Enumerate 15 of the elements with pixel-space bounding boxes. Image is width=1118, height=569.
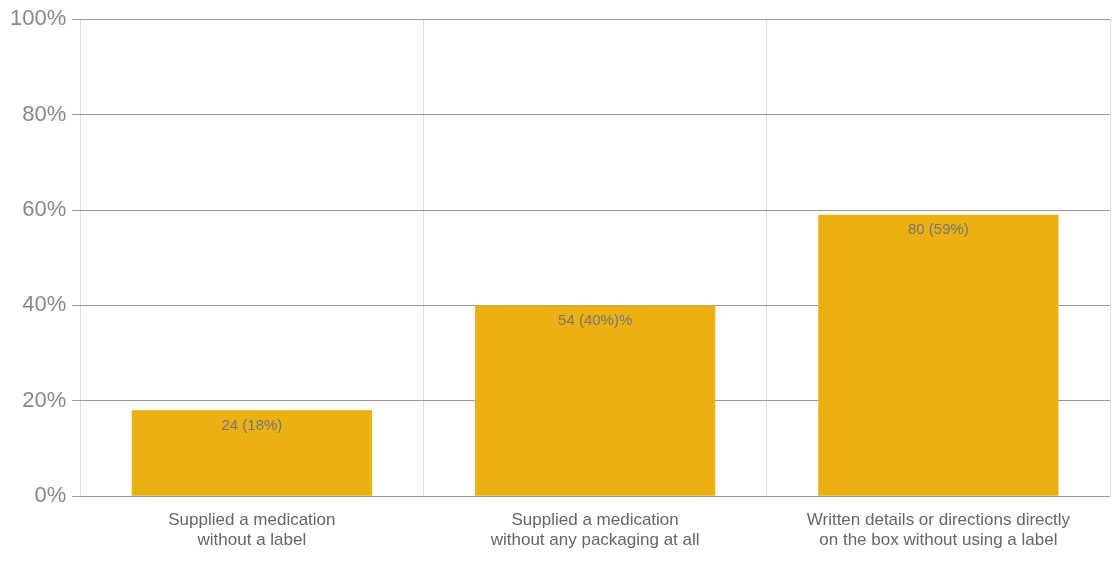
bar [131, 410, 373, 496]
data-label: 54 (40%)% [558, 311, 633, 329]
y-tick-label: 80% [22, 100, 67, 126]
y-tick-label: 60% [22, 196, 67, 222]
data-label: 24 (18%) [221, 415, 283, 433]
data-label: 80 (59%) [907, 220, 969, 238]
x-tick-label: Written details or directions directly on the box without using a label [806, 510, 1071, 550]
x-tick-label: Supplied a medication without any packaging at all [489, 510, 700, 550]
bar [475, 305, 716, 496]
y-tick-label: 20% [22, 386, 67, 412]
y-tick-label: 0% [34, 482, 67, 508]
y-tick-label: 40% [22, 291, 67, 317]
bar [818, 214, 1059, 496]
y-tick-label: 100% [9, 5, 67, 31]
x-tick-label: Supplied a medication without a label [168, 510, 336, 550]
